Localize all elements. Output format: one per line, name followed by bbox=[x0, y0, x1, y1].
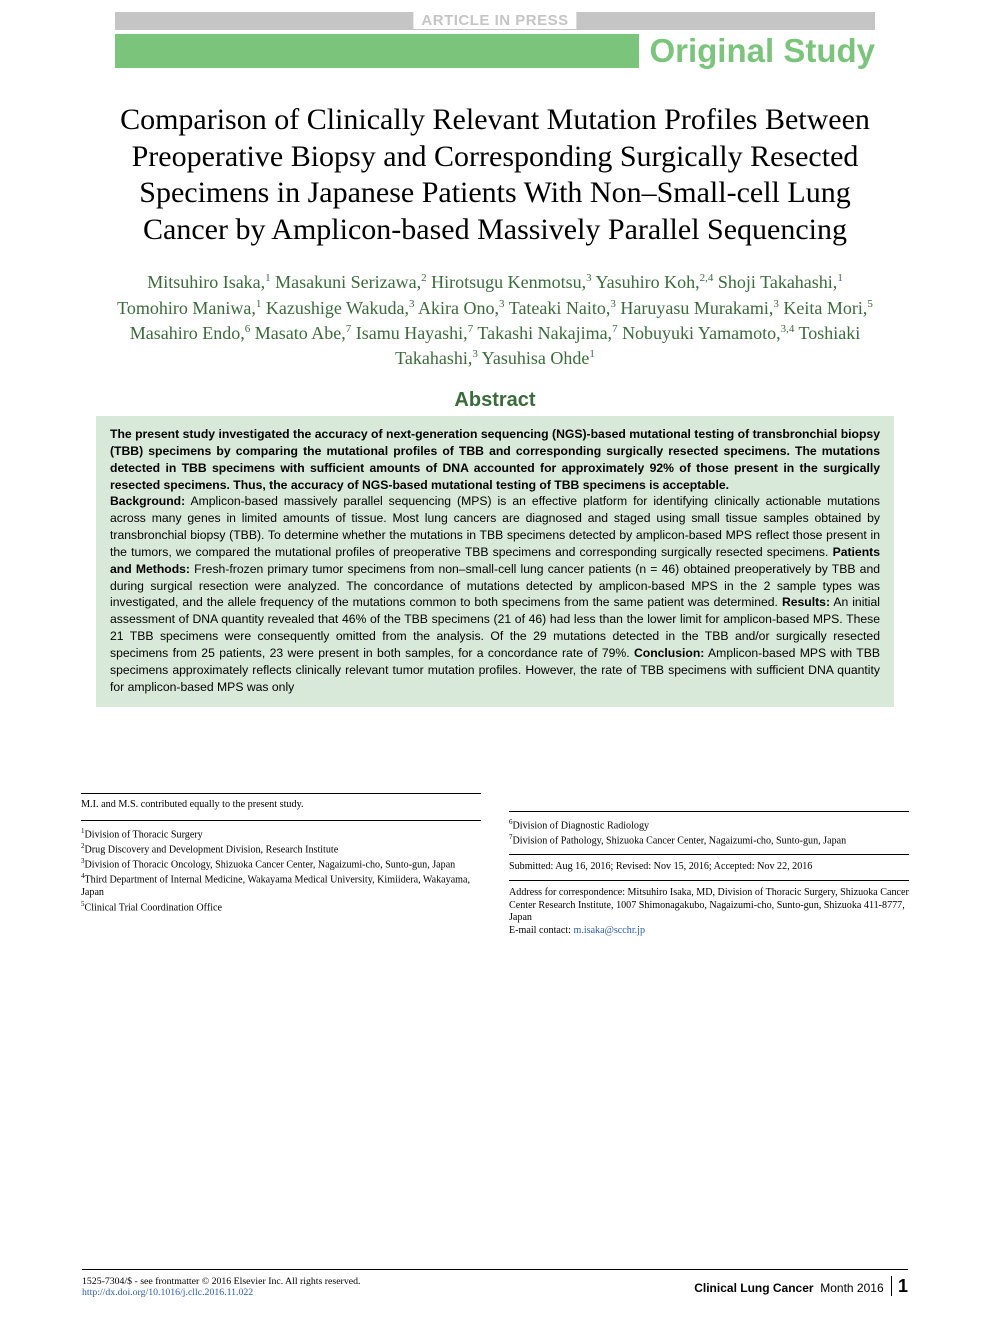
issn-line: 1525-7304/$ - see frontmatter © 2016 Els… bbox=[82, 1276, 360, 1288]
doi-link[interactable]: http://dx.doi.org/10.1016/j.cllc.2016.11… bbox=[82, 1287, 360, 1299]
contribution-note: M.I. and M.S. contributed equally to the… bbox=[81, 793, 481, 812]
affil-5: 5Clinical Trial Coordination Office bbox=[81, 900, 481, 915]
affil-4: 4Third Department of Internal Medicine, … bbox=[81, 872, 481, 900]
affil-2: 2Drug Discovery and Development Division… bbox=[81, 842, 481, 857]
original-study-label: Original Study bbox=[639, 32, 875, 70]
footnote-divider-r2 bbox=[509, 854, 909, 855]
affil-4-text: Third Department of Internal Medicine, W… bbox=[81, 874, 470, 898]
footnotes-block: M.I. and M.S. contributed equally to the… bbox=[81, 793, 909, 937]
abstract-results-label: Results: bbox=[782, 595, 830, 609]
article-title: Comparison of Clinically Relevant Mutati… bbox=[105, 102, 885, 248]
journal-name: Clinical Lung Cancer bbox=[694, 1281, 813, 1295]
abstract-box: The present study investigated the accur… bbox=[96, 416, 894, 707]
abstract-background-label: Background: bbox=[110, 494, 185, 508]
affil-3: 3Division of Thoracic Oncology, Shizuoka… bbox=[81, 857, 481, 872]
affil-5-text: Clinical Trial Coordination Office bbox=[85, 902, 222, 913]
submission-dates: Submitted: Aug 16, 2016; Revised: Nov 15… bbox=[509, 861, 909, 874]
issue-label: Month 2016 bbox=[820, 1281, 883, 1295]
page-number: 1 bbox=[891, 1276, 908, 1296]
article-in-press-bar: ARTICLE IN PRESS bbox=[115, 12, 875, 34]
affil-7-text: Division of Pathology, Shizuoka Cancer C… bbox=[513, 836, 847, 847]
footer-right: Clinical Lung Cancer Month 2016 1 bbox=[694, 1276, 908, 1300]
footnote-divider-r3 bbox=[509, 880, 909, 881]
abstract-methods-text: Fresh-frozen primary tumor specimens fro… bbox=[110, 562, 880, 610]
affil-2-text: Drug Discovery and Development Division,… bbox=[85, 844, 339, 855]
author-list: Mitsuhiro Isaka,1 Masakuni Serizawa,2 Hi… bbox=[115, 270, 875, 371]
affil-6-text: Division of Diagnostic Radiology bbox=[513, 821, 650, 832]
abstract-heading: Abstract bbox=[0, 389, 990, 412]
footnotes-right-col: 6Division of Diagnostic Radiology 7Divis… bbox=[509, 793, 909, 937]
article-in-press-label: ARTICLE IN PRESS bbox=[413, 12, 576, 29]
footnote-divider bbox=[81, 820, 481, 821]
email-label: E-mail contact: bbox=[509, 925, 573, 936]
affil-1-text: Division of Thoracic Surgery bbox=[85, 829, 203, 840]
abstract-lead: The present study investigated the accur… bbox=[110, 427, 880, 491]
affil-1: 1Division of Thoracic Surgery bbox=[81, 827, 481, 842]
correspondence-email-line: E-mail contact: m.isaka@scchr.jp bbox=[509, 925, 909, 938]
affil-3-text: Division of Thoracic Oncology, Shizuoka … bbox=[85, 859, 456, 870]
affil-6: 6Division of Diagnostic Radiology bbox=[509, 818, 909, 833]
original-study-bar: Original Study bbox=[115, 34, 875, 78]
affil-7: 7Division of Pathology, Shizuoka Cancer … bbox=[509, 833, 909, 848]
footer-left: 1525-7304/$ - see frontmatter © 2016 Els… bbox=[82, 1276, 360, 1300]
footnotes-left-col: M.I. and M.S. contributed equally to the… bbox=[81, 793, 481, 937]
correspondence-email[interactable]: m.isaka@scchr.jp bbox=[573, 925, 645, 936]
page-footer: 1525-7304/$ - see frontmatter © 2016 Els… bbox=[82, 1269, 908, 1300]
abstract-background-text: Amplicon-based massively parallel sequen… bbox=[110, 494, 880, 558]
correspondence-address: Address for correspondence: Mitsuhiro Is… bbox=[509, 887, 909, 925]
footnote-divider-r1 bbox=[509, 811, 909, 812]
abstract-conclusion-label: Conclusion: bbox=[634, 646, 704, 660]
